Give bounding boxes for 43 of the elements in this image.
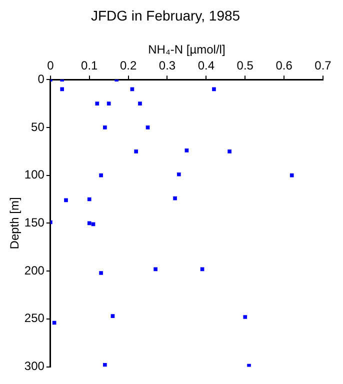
x-tick-label: 0.1 <box>81 58 98 73</box>
point <box>99 271 103 275</box>
point <box>177 172 181 176</box>
x-axis-title: NH₄-N [µmol/l] <box>148 42 226 56</box>
y-tick-label: 0 <box>38 72 45 86</box>
point <box>173 196 177 200</box>
y-tick-label: 250 <box>24 311 45 326</box>
point <box>87 221 92 226</box>
x-tick-label: 0.4 <box>198 58 215 73</box>
chart-title: JFDG in February, 1985 <box>90 7 240 24</box>
point <box>103 362 107 367</box>
x-tick-label: 0.5 <box>236 58 254 73</box>
x-tick-label: 0 <box>47 58 54 73</box>
point <box>154 267 158 272</box>
point <box>99 173 103 178</box>
point <box>64 198 68 202</box>
point <box>228 149 232 154</box>
point <box>87 197 92 202</box>
point <box>60 87 64 92</box>
point <box>91 222 96 226</box>
point <box>247 364 251 367</box>
point <box>103 126 107 130</box>
y-tick-label: 50 <box>31 120 45 134</box>
point <box>243 315 248 319</box>
y-tick-label: 150 <box>24 216 45 230</box>
y-axis-title: Depth [m] <box>8 197 22 250</box>
point <box>212 87 216 92</box>
y-tick-label: 100 <box>24 168 45 182</box>
point <box>184 148 189 152</box>
x-tick-label: 0.3 <box>158 58 176 73</box>
y-tick-label: 200 <box>24 263 45 278</box>
point <box>95 102 100 106</box>
point <box>290 173 294 178</box>
point <box>146 126 150 130</box>
x-tick-label: 0.2 <box>120 58 137 73</box>
point <box>110 314 115 318</box>
point <box>138 102 142 106</box>
point <box>200 267 204 272</box>
y-tick-label: 300 <box>24 359 45 374</box>
point <box>106 102 111 106</box>
x-tick-label: 0.7 <box>314 58 332 73</box>
x-tick-label: 0.6 <box>276 58 293 73</box>
point <box>134 149 138 154</box>
